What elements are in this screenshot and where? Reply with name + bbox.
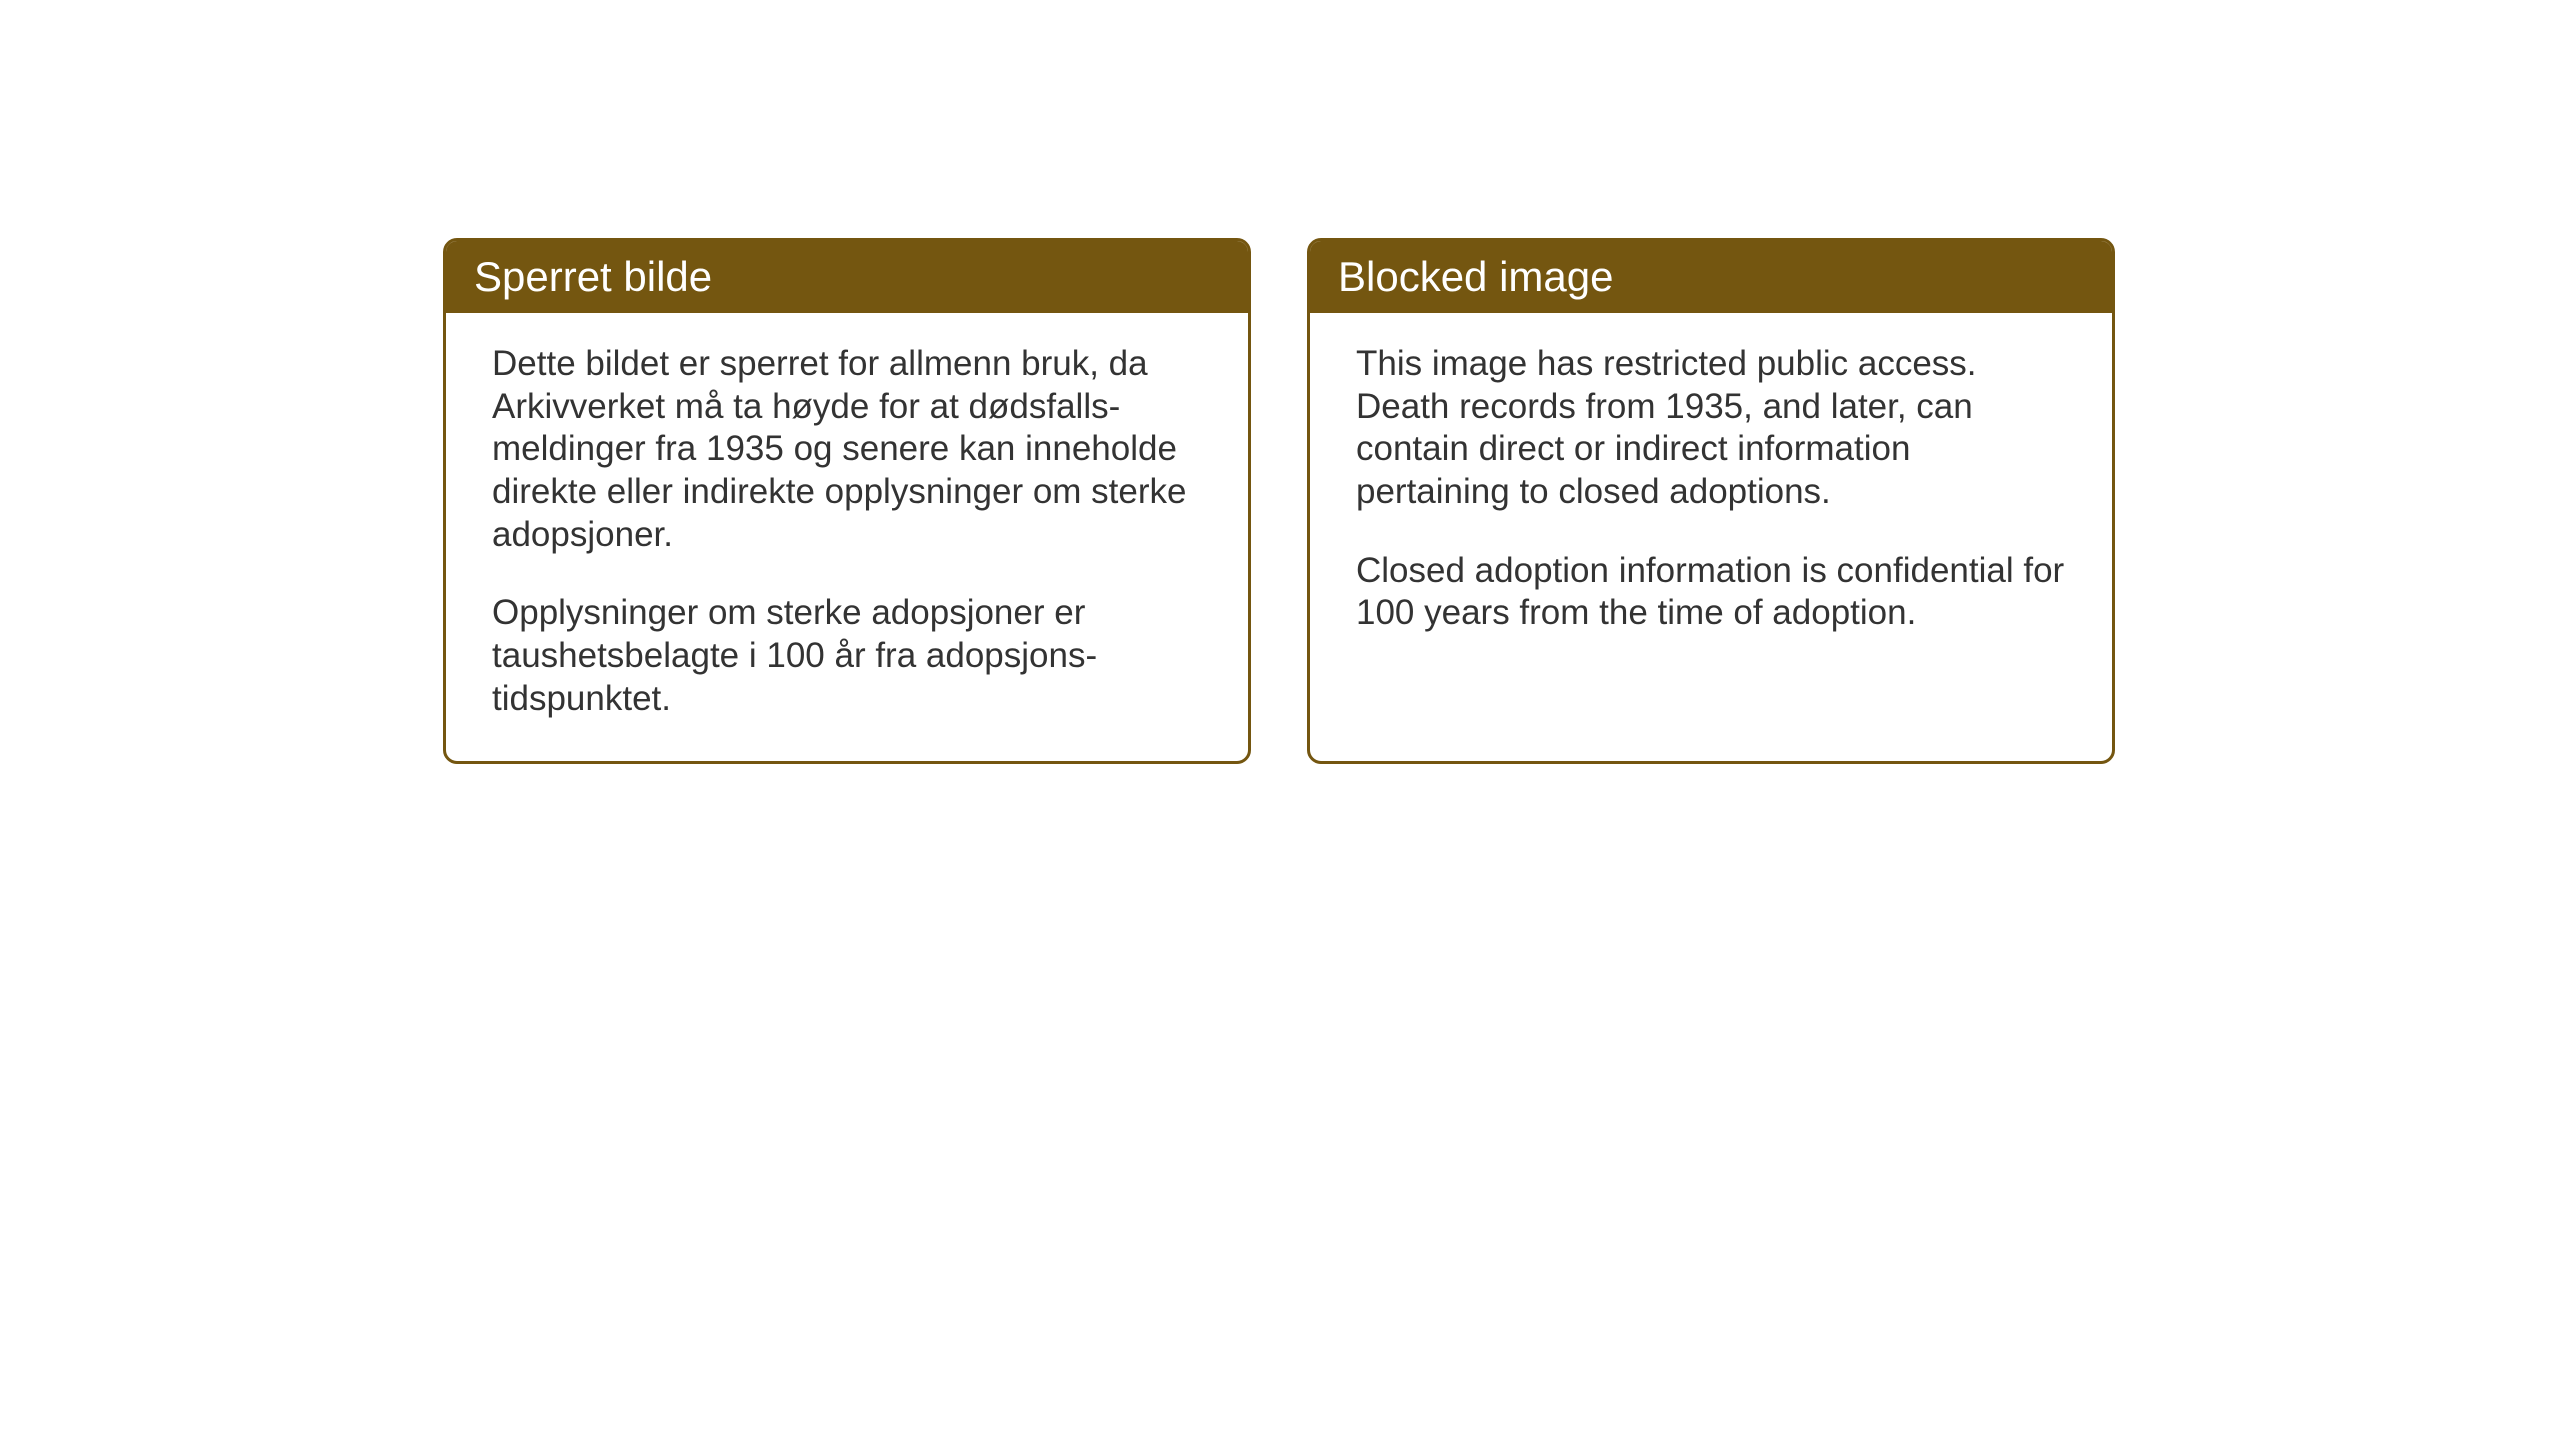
card-body-english: This image has restricted public access.… bbox=[1310, 313, 2112, 753]
notice-container: Sperret bilde Dette bildet er sperret fo… bbox=[443, 238, 2115, 764]
card-title-norwegian: Sperret bilde bbox=[474, 253, 712, 300]
card-body-norwegian: Dette bildet er sperret for allmenn bruk… bbox=[446, 313, 1248, 761]
notice-card-norwegian: Sperret bilde Dette bildet er sperret fo… bbox=[443, 238, 1251, 764]
card-paragraph2-norwegian: Opplysninger om sterke adopsjoner er tau… bbox=[492, 592, 1202, 720]
card-title-english: Blocked image bbox=[1338, 253, 1613, 300]
card-paragraph1-english: This image has restricted public access.… bbox=[1356, 343, 2066, 514]
card-header-norwegian: Sperret bilde bbox=[446, 241, 1248, 313]
card-paragraph2-english: Closed adoption information is confident… bbox=[1356, 550, 2066, 635]
notice-card-english: Blocked image This image has restricted … bbox=[1307, 238, 2115, 764]
card-paragraph1-norwegian: Dette bildet er sperret for allmenn bruk… bbox=[492, 343, 1202, 556]
card-header-english: Blocked image bbox=[1310, 241, 2112, 313]
